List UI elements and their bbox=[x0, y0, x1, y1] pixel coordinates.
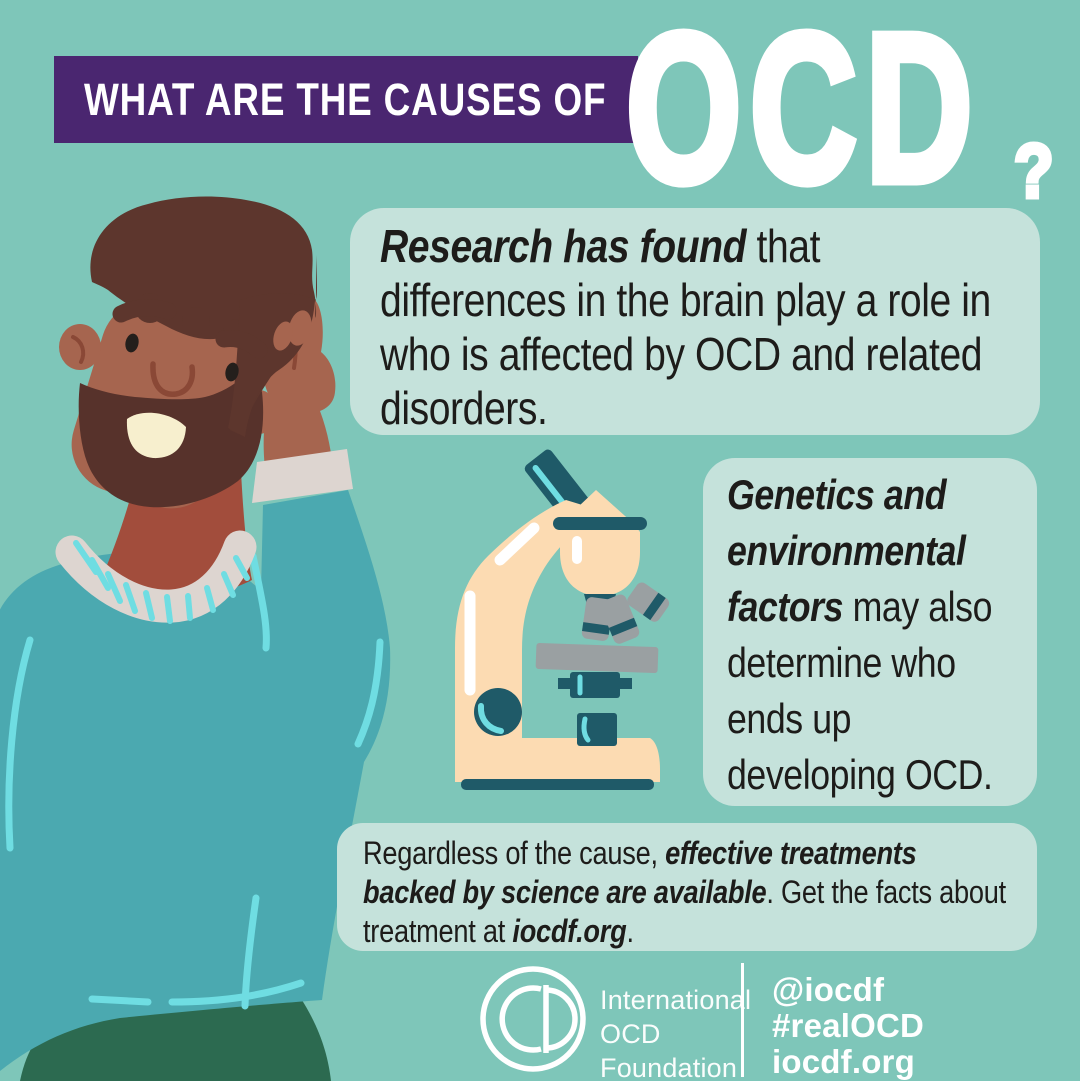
card-research: Research has found that differences in t… bbox=[350, 208, 1040, 435]
face-features bbox=[112, 299, 268, 397]
man-scratching-head-illustration bbox=[0, 196, 391, 1081]
org-name: International OCD Foundation bbox=[600, 983, 751, 1081]
base-strip bbox=[461, 779, 654, 790]
microscope-arm bbox=[455, 500, 660, 782]
footer-divider bbox=[741, 963, 744, 1077]
right-ear bbox=[241, 390, 277, 434]
face bbox=[71, 300, 249, 509]
neck bbox=[100, 450, 252, 599]
hashtag: #realOCD bbox=[772, 1007, 925, 1044]
org-name-line: International bbox=[600, 985, 752, 1015]
org-name-line: OCD bbox=[600, 1019, 661, 1049]
right-eyebrow bbox=[215, 330, 268, 359]
right-eye bbox=[225, 362, 239, 382]
left-eyebrow bbox=[112, 299, 177, 323]
beard bbox=[78, 368, 264, 508]
card-genetics-text: Genetics and environmental factors may a… bbox=[727, 471, 993, 798]
arm-highlight bbox=[494, 522, 540, 566]
stage bbox=[535, 642, 659, 674]
fingertip bbox=[273, 321, 293, 351]
bulge-highlight bbox=[572, 536, 582, 564]
org-name-line: Foundation bbox=[600, 1053, 738, 1081]
condenser bbox=[577, 713, 617, 746]
card-research-text: Research has found that differences in t… bbox=[380, 220, 991, 434]
objectives bbox=[581, 582, 670, 644]
microscope-head bbox=[560, 490, 640, 596]
hair bbox=[90, 196, 318, 437]
footer-handles: @iocdf #realOCD iocdf.org bbox=[772, 972, 924, 1080]
card-treatment-text: Regardless of the cause, effective treat… bbox=[363, 835, 1006, 949]
iocdf-logo-icon bbox=[480, 966, 586, 1072]
nose bbox=[150, 361, 196, 397]
left-eye bbox=[125, 333, 139, 353]
card-treatment: Regardless of the cause, effective treat… bbox=[337, 823, 1037, 951]
left-ear-line bbox=[71, 335, 86, 364]
title-banner: WHAT ARE THE CAUSES OF bbox=[54, 56, 638, 143]
arm-hand bbox=[259, 296, 336, 492]
sweater-body bbox=[0, 490, 391, 1072]
mouth bbox=[126, 412, 186, 459]
head-band bbox=[553, 517, 647, 530]
title-text: WHAT ARE THE CAUSES OF bbox=[84, 73, 607, 125]
stage-clip bbox=[558, 672, 632, 698]
fingertip bbox=[288, 310, 312, 346]
pants bbox=[20, 997, 331, 1081]
card-genetics: Genetics and environmental factors may a… bbox=[703, 458, 1037, 806]
website-url: iocdf.org bbox=[772, 1043, 915, 1080]
eyepiece-tube bbox=[524, 449, 594, 526]
social-handle: @iocdf bbox=[772, 971, 885, 1008]
nosepiece bbox=[584, 594, 616, 612]
knob-highlight bbox=[477, 703, 504, 734]
ocd-big-text: OCD bbox=[623, 0, 981, 226]
left-ear bbox=[59, 324, 101, 370]
cuff bbox=[252, 449, 353, 503]
condenser-highlight bbox=[581, 716, 591, 743]
microscope-illustration bbox=[455, 449, 670, 790]
finger-gap bbox=[291, 307, 298, 370]
collar bbox=[55, 530, 257, 623]
question-mark: ? bbox=[1012, 129, 1056, 214]
sweater-seams bbox=[5, 552, 384, 1010]
collar-stripes bbox=[73, 540, 250, 624]
focus-knob bbox=[474, 688, 522, 736]
